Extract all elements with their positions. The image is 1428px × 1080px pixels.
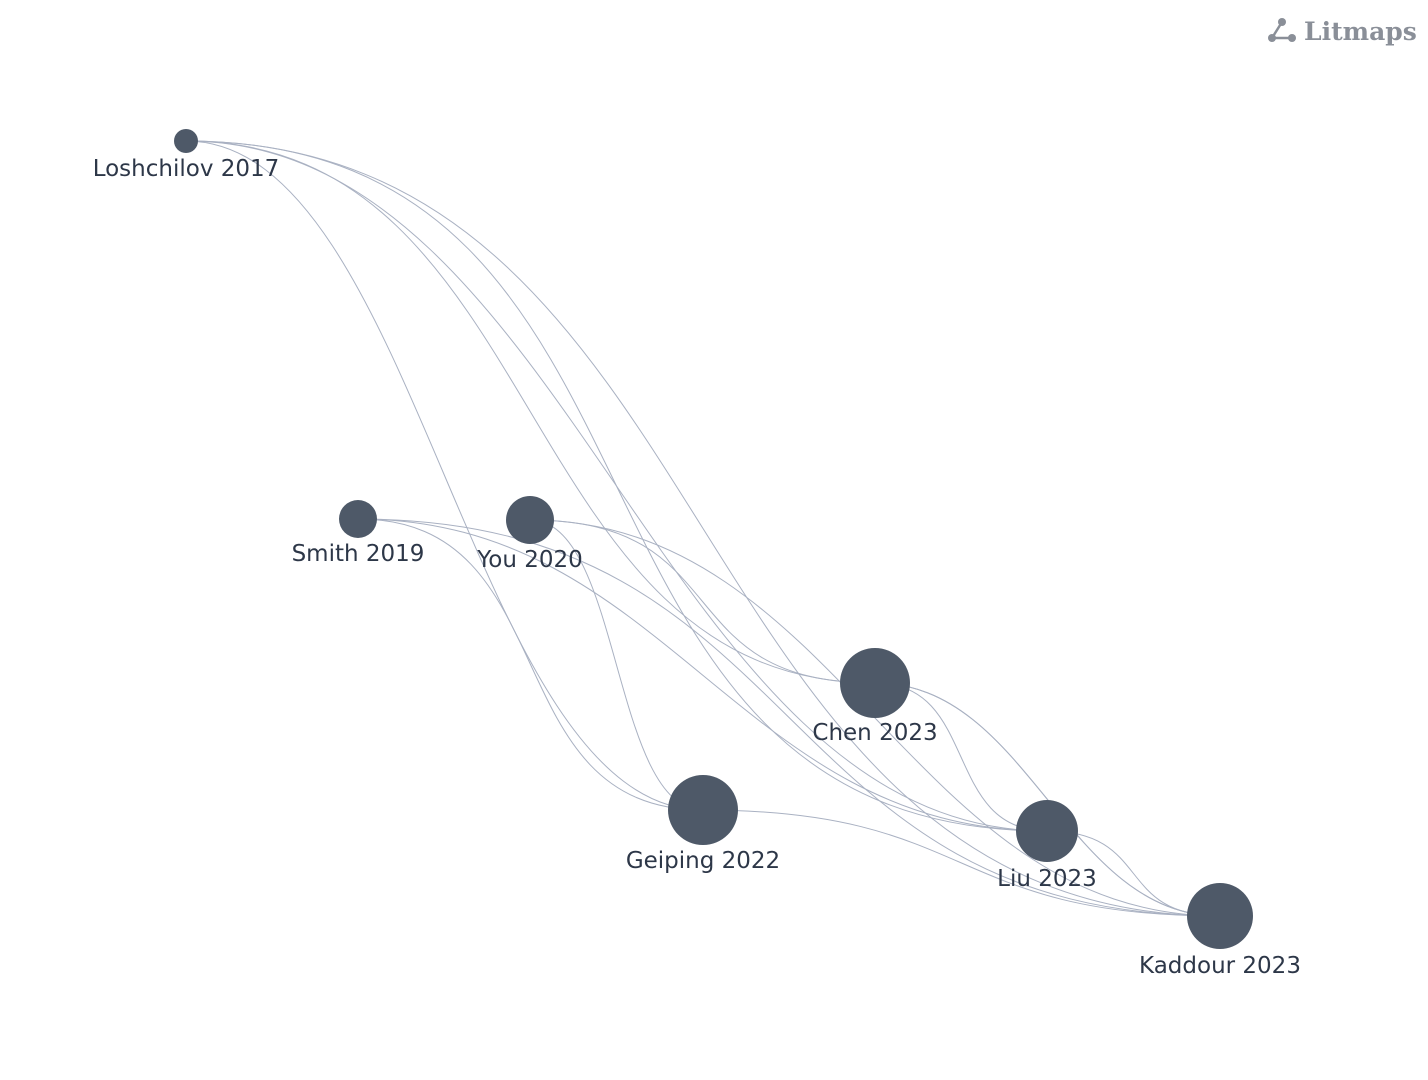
paper-node[interactable]: Liu 2023 bbox=[997, 800, 1097, 892]
node-circle bbox=[339, 500, 377, 538]
brand: Litmaps bbox=[1304, 17, 1417, 46]
logo-icon bbox=[1270, 21, 1292, 40]
logo[interactable]: Litmaps bbox=[1268, 17, 1417, 46]
citation-edge bbox=[874, 682, 1048, 832]
node-circle bbox=[1016, 800, 1078, 862]
paper-node[interactable]: Loshchilov 2017 bbox=[93, 129, 280, 182]
node-circle bbox=[840, 648, 910, 718]
node-label: Geiping 2022 bbox=[626, 848, 780, 874]
paper-node[interactable]: You 2020 bbox=[476, 496, 583, 573]
node-label: You 2020 bbox=[476, 547, 583, 573]
citation-edge bbox=[357, 518, 1221, 917]
node-label: Liu 2023 bbox=[997, 866, 1097, 892]
citation-edge bbox=[529, 519, 876, 684]
node-circle bbox=[174, 129, 198, 153]
citation-edge bbox=[529, 519, 704, 811]
citation-edge bbox=[185, 140, 704, 811]
node-circle bbox=[506, 496, 554, 544]
citation-edge bbox=[185, 140, 876, 684]
node-circle bbox=[1187, 883, 1253, 949]
paper-node[interactable]: Kaddour 2023 bbox=[1139, 883, 1301, 979]
citation-edge bbox=[185, 140, 1221, 917]
citation-edge bbox=[185, 140, 1048, 832]
citation-edge bbox=[702, 809, 1221, 917]
paper-node[interactable]: Smith 2019 bbox=[292, 500, 425, 567]
paper-node[interactable]: Chen 2023 bbox=[812, 648, 938, 746]
node-label: Kaddour 2023 bbox=[1139, 953, 1301, 979]
paper-node[interactable]: Geiping 2022 bbox=[626, 775, 780, 874]
citation-edge bbox=[357, 518, 1048, 832]
citation-edge bbox=[357, 518, 704, 811]
nodes: Loshchilov 2017 Smith 2019 You 2020 Geiping… bbox=[93, 129, 1301, 979]
node-label: Smith 2019 bbox=[292, 541, 425, 567]
node-label: Chen 2023 bbox=[812, 720, 937, 746]
node-circle bbox=[668, 775, 738, 845]
node-label: Loshchilov 2017 bbox=[93, 156, 280, 182]
citation-edge bbox=[874, 682, 1221, 917]
